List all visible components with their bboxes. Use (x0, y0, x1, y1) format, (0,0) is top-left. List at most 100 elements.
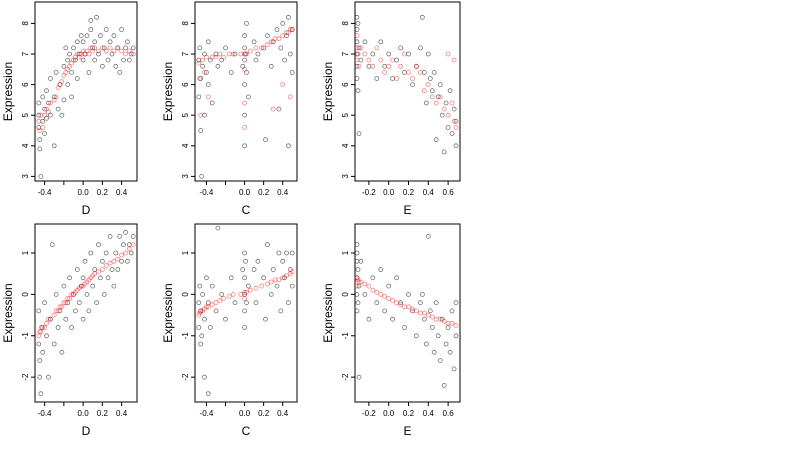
data-point (410, 76, 415, 81)
data-point (276, 106, 282, 112)
y-tick-label: 4 (181, 143, 190, 148)
data-point (280, 82, 286, 87)
data-point (406, 304, 411, 310)
data-point (123, 51, 128, 57)
data-point (445, 325, 451, 330)
data-point (101, 291, 107, 297)
data-point (96, 48, 101, 54)
data-point (113, 63, 119, 69)
data-point (429, 94, 435, 100)
data-point (354, 14, 360, 20)
data-point (259, 283, 265, 289)
data-point (205, 39, 211, 45)
data-point (244, 300, 249, 306)
data-point (84, 33, 90, 39)
data-point (55, 106, 61, 112)
data-point (451, 57, 457, 63)
data-point (402, 51, 407, 57)
data-point (354, 308, 360, 314)
data-point (88, 17, 94, 23)
data-point (55, 308, 61, 314)
data-point (71, 45, 76, 51)
data-point (244, 20, 249, 26)
data-point (253, 45, 259, 51)
y-tick-label: 4 (341, 143, 350, 148)
data-point (67, 296, 72, 301)
data-point (255, 51, 261, 57)
scatter-panel-4: -0.4 0.0 0.2 0.4 -2 -1 0 1 D Expression (1, 223, 138, 438)
data-point (425, 51, 431, 57)
scatter-panel-1: -0.4 0.0 0.2 0.4 3 4 5 6 7 8 D Expression (1, 1, 138, 217)
data-point (36, 118, 42, 124)
data-point (74, 39, 80, 45)
data-point (417, 310, 423, 316)
y-axis-title: Expression (321, 283, 335, 342)
data-point (59, 349, 65, 355)
data-point (439, 112, 445, 118)
data-point (441, 106, 447, 112)
data-point (278, 308, 284, 314)
data-point (119, 252, 124, 258)
data-point (230, 51, 236, 57)
y-tick-label: 7 (21, 51, 30, 56)
data-point (200, 63, 206, 69)
x-tick-label: 0.0 (78, 188, 90, 197)
data-point (100, 258, 105, 264)
data-point (238, 51, 244, 57)
data-point (42, 106, 47, 112)
data-point (232, 300, 238, 306)
data-point (435, 333, 441, 339)
data-point (378, 57, 384, 63)
data-point (398, 45, 404, 51)
data-point (425, 82, 431, 87)
data-point (80, 39, 86, 45)
data-point (203, 54, 209, 60)
data-point (289, 27, 295, 32)
data-point (354, 258, 360, 264)
data-point (274, 27, 280, 32)
data-point (402, 304, 407, 310)
data-point (242, 51, 248, 57)
data-point (425, 233, 431, 239)
plot-frame (34, 223, 138, 403)
data-point (203, 275, 209, 281)
data-point (261, 275, 267, 281)
y-tick-label: -2 (181, 373, 190, 381)
data-point (230, 291, 236, 297)
data-point (205, 82, 211, 87)
data-point (386, 63, 392, 69)
data-point (38, 173, 44, 179)
data-point (65, 296, 71, 301)
x-tick-label: -0.4 (200, 188, 214, 197)
data-point (69, 94, 74, 100)
x-tick-label: 0.2 (258, 188, 270, 197)
x-tick-label: 0.4 (116, 409, 128, 418)
data-point (130, 233, 136, 239)
data-point (103, 48, 109, 54)
data-point (88, 27, 94, 32)
data-point (362, 51, 368, 57)
data-point (37, 358, 43, 364)
data-point (366, 283, 372, 289)
data-point (374, 300, 380, 306)
fitted-series (354, 33, 459, 130)
data-point (65, 57, 71, 63)
data-point (44, 320, 49, 326)
data-point (402, 325, 407, 330)
data-point (268, 39, 274, 45)
data-point (121, 242, 126, 248)
data-point (48, 316, 53, 322)
fitted-series (354, 275, 459, 328)
fitted-series (36, 45, 136, 133)
data-point (51, 94, 57, 100)
data-point (49, 242, 55, 248)
y-tick-label: -2 (341, 373, 350, 381)
data-point (280, 33, 286, 39)
data-point (209, 100, 215, 106)
data-point (437, 82, 443, 87)
data-point (228, 275, 234, 281)
data-point (42, 112, 47, 118)
data-point (354, 291, 360, 297)
data-point (203, 304, 209, 310)
data-point (289, 250, 295, 256)
